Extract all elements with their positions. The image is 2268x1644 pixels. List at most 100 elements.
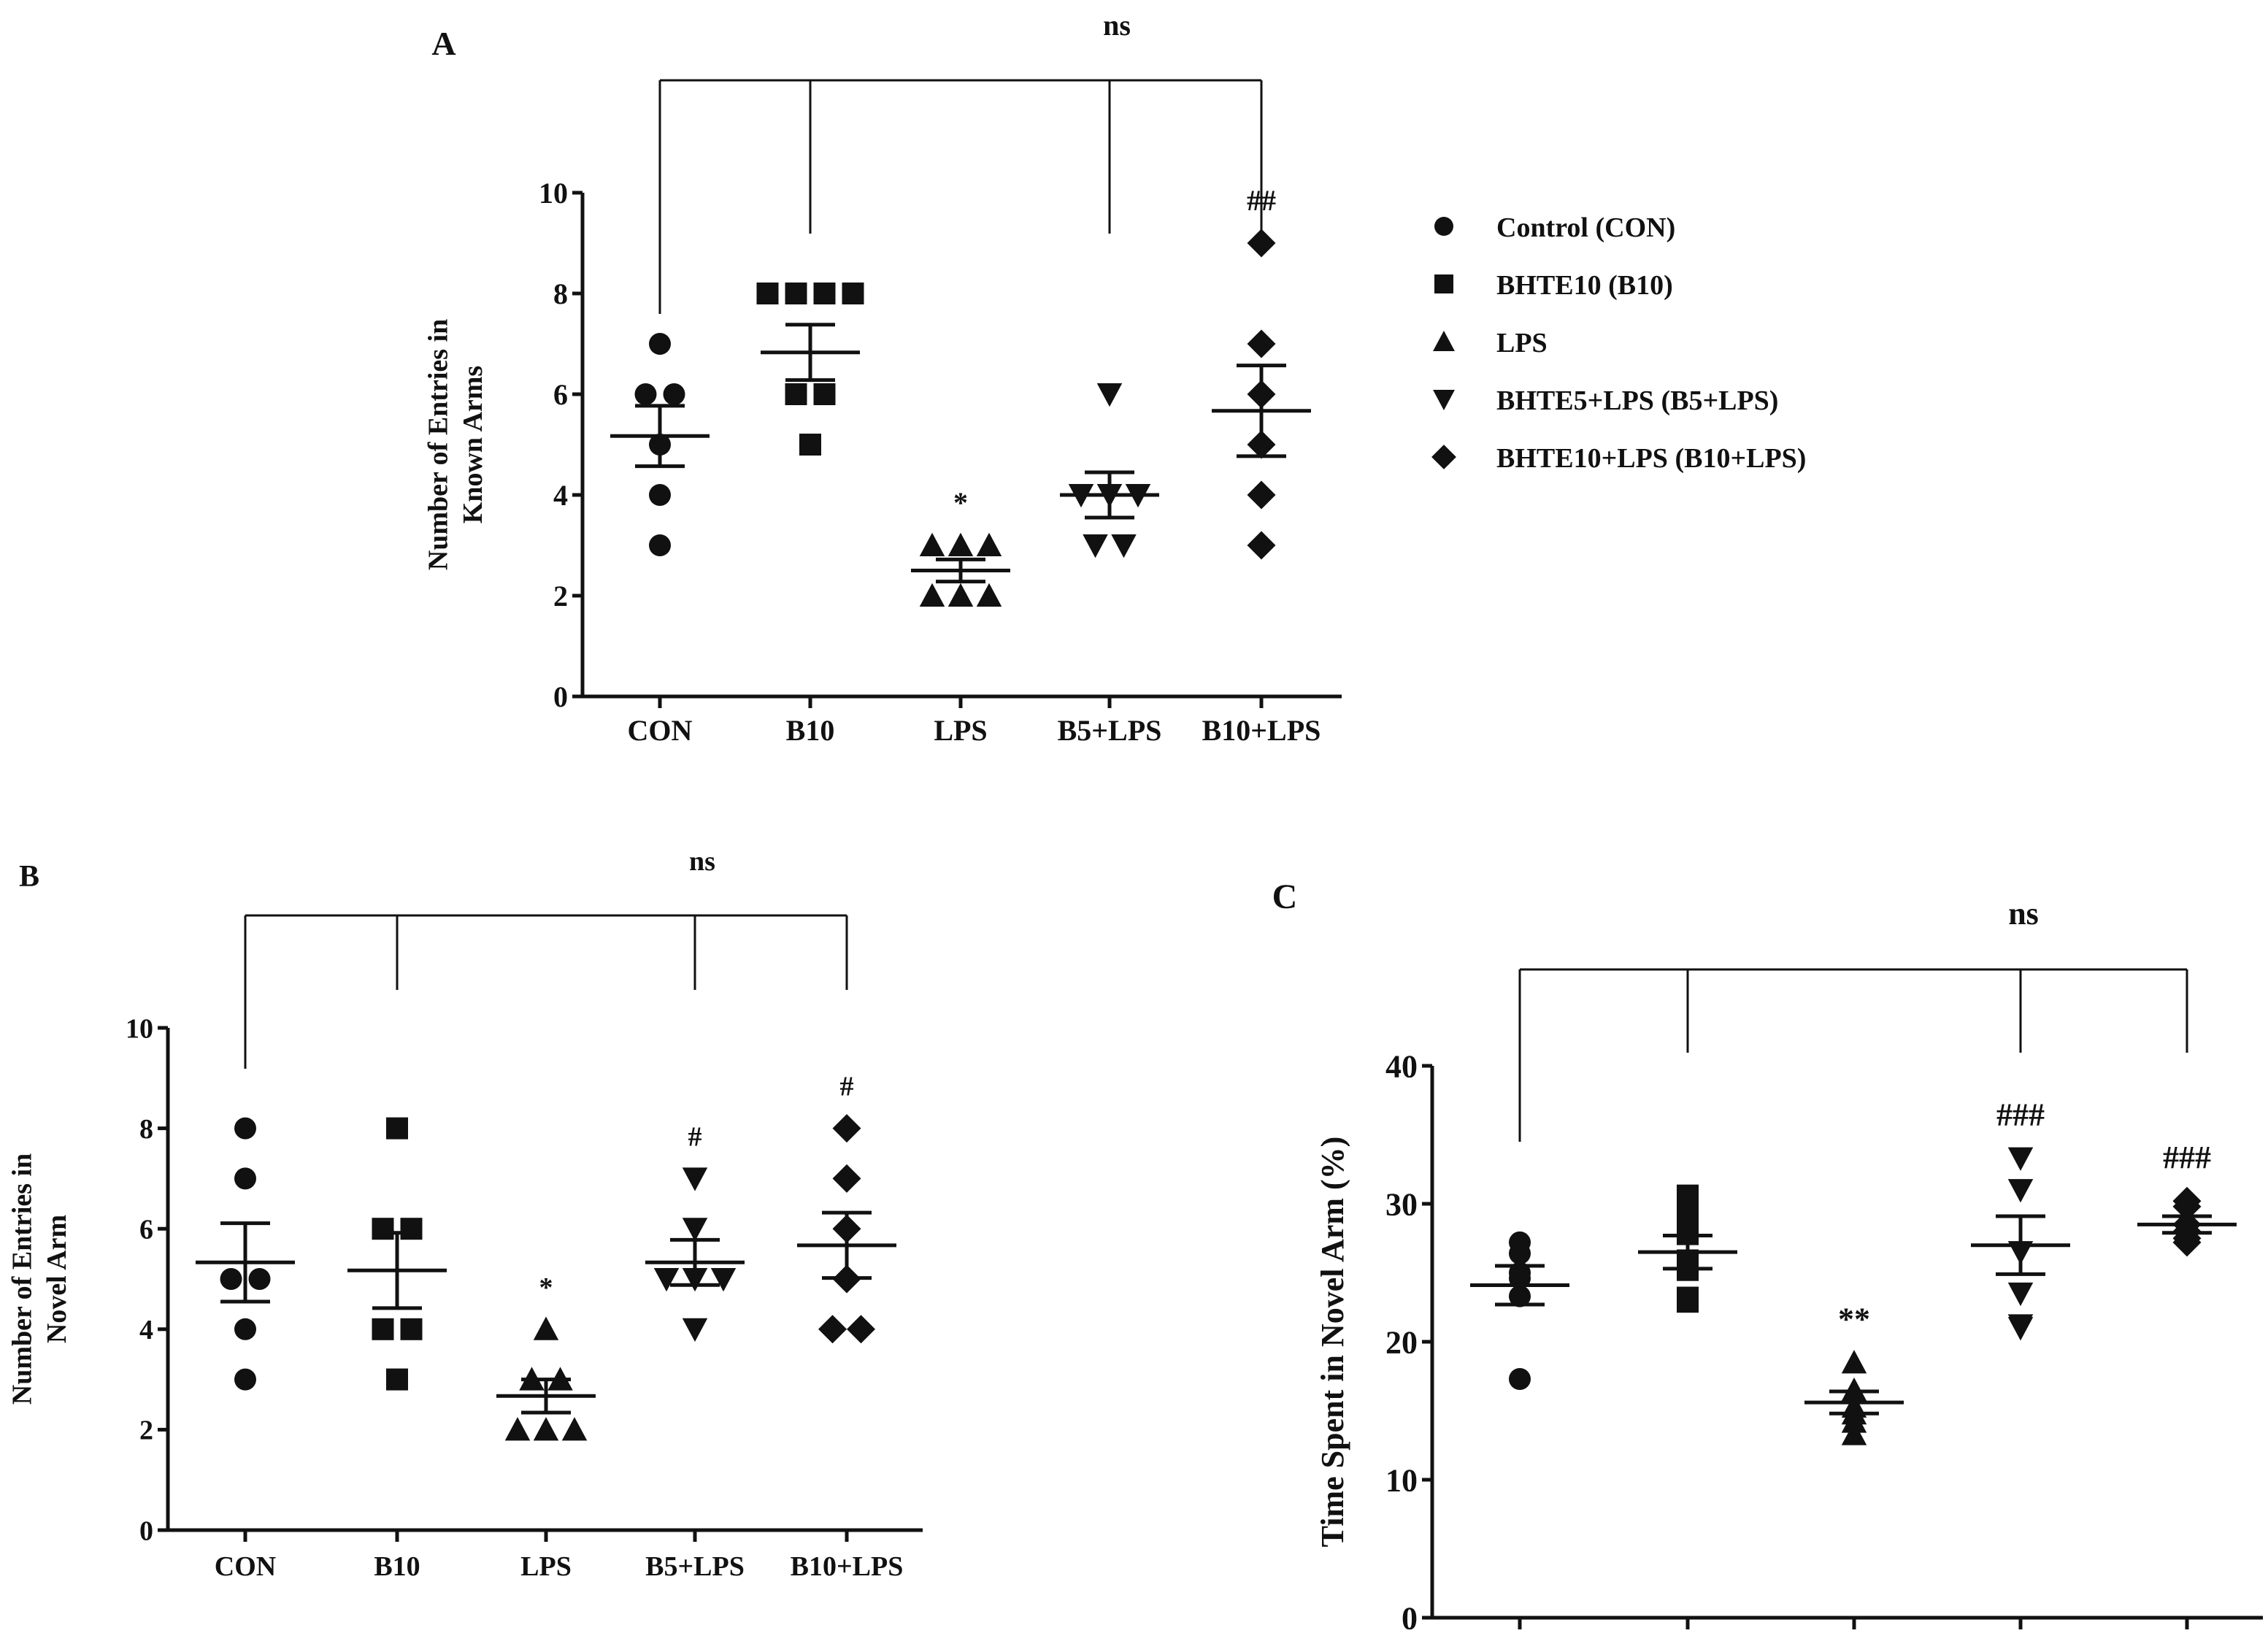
- legend-marker: [1433, 390, 1455, 410]
- y-tick-label: 40: [1385, 1048, 1418, 1084]
- data-point: [2172, 1228, 2202, 1257]
- series-con: [610, 333, 710, 556]
- data-point: [1841, 1377, 1867, 1402]
- legend-marker: [1434, 274, 1453, 293]
- y-tick-label: 20: [1385, 1324, 1418, 1360]
- series-b5-lps: [1060, 383, 1159, 558]
- y-tick-label: 2: [139, 1416, 153, 1446]
- panel-b: B 0 2 4 6 8 10 Number of Entries in Novel Arm CON…: [7, 846, 923, 1582]
- significance-label: ###: [1996, 1097, 2045, 1133]
- series-lps: *: [496, 1272, 596, 1441]
- y-tick-label: 4: [139, 1315, 153, 1345]
- data-point: [1841, 1350, 1867, 1374]
- data-point: [919, 583, 945, 607]
- data-point: [818, 1315, 847, 1344]
- series-b10-lps: #: [797, 1072, 896, 1344]
- data-point: [234, 1368, 256, 1391]
- data-point: [1677, 1184, 1699, 1207]
- panel-letter: B: [19, 860, 39, 894]
- significance-label: **: [1838, 1301, 1870, 1337]
- data-point: [813, 383, 836, 405]
- data-point: [976, 583, 1002, 607]
- bracket-label: ns: [2008, 896, 2039, 932]
- data-point: [248, 1268, 271, 1290]
- data-point: [1096, 383, 1123, 407]
- data-point: [649, 333, 671, 355]
- significance-label: #: [840, 1072, 854, 1102]
- y-tick-label: 6: [139, 1215, 153, 1245]
- data-point: [1247, 480, 1276, 510]
- data-point: [2007, 1317, 2034, 1341]
- legend-label: BHTE5+LPS (B5+LPS): [1496, 385, 1778, 416]
- x-tick-label: CON: [628, 714, 693, 747]
- data-point: [1509, 1368, 1531, 1391]
- y-tick-label: 10: [539, 177, 568, 210]
- data-point: [386, 1117, 408, 1140]
- data-point: [400, 1218, 423, 1240]
- y-tick-label: 10: [1385, 1462, 1418, 1498]
- legend-label: Control (CON): [1496, 212, 1675, 243]
- data-point: [682, 1218, 708, 1242]
- data-point: [1111, 534, 1137, 558]
- data-point: [634, 383, 657, 405]
- panel-letter: C: [1272, 877, 1298, 916]
- data-point: [832, 1114, 861, 1143]
- data-point: [234, 1318, 256, 1340]
- data-point: [1247, 531, 1276, 560]
- y-tick-label: 8: [139, 1114, 153, 1145]
- x-tick-label: LPS: [934, 714, 987, 747]
- data-point: [400, 1318, 423, 1340]
- bracket-label: ns: [689, 846, 715, 877]
- y-tick-label: 30: [1385, 1186, 1418, 1222]
- data-point: [756, 283, 779, 304]
- y-tick-label: 2: [553, 580, 568, 612]
- x-tick-label: B10+LPS: [791, 1551, 904, 1582]
- y-tick-label: 4: [553, 479, 568, 512]
- data-point: [799, 434, 821, 456]
- data-point: [2172, 1192, 2202, 1221]
- series-lps: *: [911, 486, 1010, 607]
- series-b10-lps: ##: [1212, 184, 1311, 560]
- data-point: [234, 1117, 256, 1140]
- y-axis-label: Number of Entries in: [423, 319, 453, 570]
- data-point: [649, 534, 671, 556]
- y-axis-label: Number of Entries in: [7, 1153, 37, 1405]
- x-tick-label: B10: [374, 1551, 420, 1582]
- data-point: [561, 1417, 588, 1441]
- data-point: [1841, 1421, 1867, 1445]
- data-point: [234, 1167, 256, 1190]
- x-tick-label: B5+LPS: [1058, 714, 1162, 747]
- panel-c: C 0 10 20 30 40 Time Spent in Novel Arm (%) ns *…: [1272, 877, 2263, 1636]
- data-point: [1247, 228, 1276, 258]
- data-point: [1247, 329, 1276, 358]
- data-point: [2007, 1282, 2034, 1307]
- series-lps: **: [1804, 1301, 1904, 1445]
- series-b10: [756, 283, 864, 456]
- x-tick-label: B5+LPS: [645, 1551, 745, 1582]
- legend-label: BHTE10 (B10): [1496, 270, 1673, 301]
- y-tick-label: 0: [553, 680, 568, 713]
- legend-label: LPS: [1496, 328, 1548, 358]
- data-point: [1677, 1204, 1699, 1226]
- legend-marker: [1434, 217, 1453, 236]
- x-tick-label: LPS: [520, 1551, 572, 1582]
- data-point: [220, 1268, 242, 1290]
- data-point: [1677, 1291, 1699, 1313]
- y-axis-label: Time Spent in Novel Arm (%): [1315, 1137, 1350, 1548]
- significance-label: #: [688, 1121, 702, 1152]
- significance-label: ###: [2163, 1140, 2211, 1175]
- legend: Control (CON) BHTE10 (B10) LPS BHTE5+LPS (B…: [1431, 212, 1806, 474]
- data-point: [504, 1417, 531, 1441]
- y-tick-label: 8: [553, 277, 568, 310]
- data-point: [832, 1164, 861, 1193]
- x-tick-label: B10: [786, 714, 835, 747]
- significance-label: ##: [1247, 184, 1276, 217]
- data-point: [1509, 1242, 1531, 1265]
- data-point: [842, 283, 864, 304]
- data-point: [386, 1368, 408, 1391]
- y-tick-label: 0: [1402, 1600, 1418, 1636]
- data-point: [2007, 1179, 2034, 1203]
- data-point: [813, 283, 836, 304]
- series-con: [1470, 1231, 1569, 1391]
- data-point: [1841, 1409, 1867, 1433]
